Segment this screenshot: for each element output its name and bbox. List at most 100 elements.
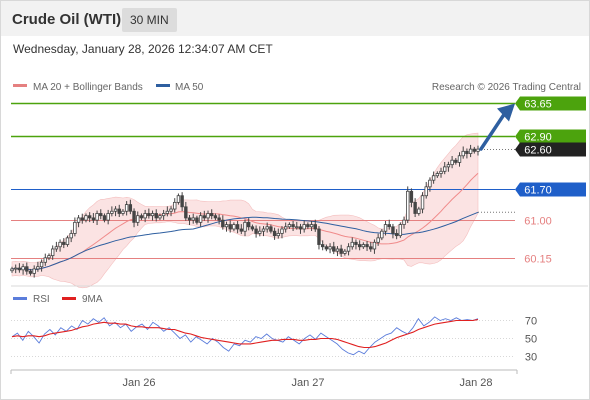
target-arrow-icon bbox=[479, 103, 515, 151]
last-price-tag: 62.60 bbox=[524, 145, 552, 157]
price-tags: 63.65 62.90 61.70 61.00 60.15 62.60 bbox=[515, 96, 586, 266]
candle-bull bbox=[173, 201, 177, 210]
candle-bear bbox=[357, 244, 362, 248]
candle-bull bbox=[295, 226, 299, 229]
ma20-line bbox=[11, 172, 479, 271]
level-tag-bg-61.70 bbox=[515, 182, 586, 197]
candle-bull bbox=[65, 237, 70, 245]
rsi-tick-30: 30 bbox=[525, 352, 537, 364]
candle-bear bbox=[413, 201, 417, 214]
candle-bull bbox=[450, 159, 454, 166]
candle-bull bbox=[243, 221, 247, 232]
candle-bull bbox=[276, 233, 280, 237]
candle-bull bbox=[376, 237, 380, 243]
candle-bear bbox=[391, 226, 395, 234]
rsi-panel: 70 50 30 bbox=[11, 316, 537, 364]
candle-bear bbox=[184, 206, 188, 219]
candle-bull bbox=[73, 221, 77, 234]
candle-bear bbox=[91, 217, 96, 221]
legend-9ma-swatch bbox=[62, 297, 76, 300]
candle-bull bbox=[335, 248, 340, 252]
candle-bull bbox=[261, 228, 266, 232]
candle-bull bbox=[165, 210, 170, 214]
candle-bear bbox=[320, 244, 325, 248]
candle-bull bbox=[106, 213, 110, 221]
candle-bull bbox=[350, 241, 354, 248]
candle-bear bbox=[132, 210, 136, 223]
candle-bull bbox=[346, 246, 351, 252]
rsi-tick-70: 70 bbox=[525, 316, 537, 328]
candle-bear bbox=[317, 228, 321, 245]
legend-ma20-label: MA 20 + Bollinger Bands bbox=[33, 82, 143, 93]
candle-bear bbox=[80, 217, 84, 221]
candle-bear bbox=[254, 228, 258, 234]
instrument-title: Crude Oil (WTI) bbox=[12, 11, 122, 28]
arrow-head bbox=[497, 103, 515, 122]
rsi-line bbox=[11, 316, 479, 356]
candle-bear bbox=[213, 215, 218, 219]
candle-bull bbox=[265, 226, 269, 230]
candle-bear bbox=[17, 267, 22, 271]
candle-bull bbox=[143, 213, 147, 219]
x-tick-label: Jan 27 bbox=[291, 377, 324, 389]
timeframe-badge[interactable]: 30 MIN bbox=[122, 8, 177, 32]
level-tag-63.65: 63.65 bbox=[524, 99, 552, 111]
candle-bull bbox=[431, 175, 436, 181]
candle-bull bbox=[424, 186, 428, 197]
level-tag-bg-63.65 bbox=[515, 96, 586, 111]
candle-bear bbox=[332, 246, 336, 252]
level-tag-bg-62.90 bbox=[515, 129, 586, 144]
copyright-text: Research © 2026 Trading Central bbox=[432, 82, 581, 93]
candle-bear bbox=[365, 244, 369, 248]
candle-bear bbox=[269, 226, 273, 232]
candle-bear bbox=[139, 215, 144, 219]
candle-bull bbox=[420, 195, 425, 210]
candle-bear bbox=[246, 221, 251, 228]
candle-bear bbox=[387, 224, 391, 228]
candle-bull bbox=[58, 241, 62, 248]
candle-bull bbox=[110, 210, 114, 214]
candle-bull bbox=[161, 213, 166, 217]
candle-bear bbox=[250, 226, 255, 230]
candle-bull bbox=[380, 230, 384, 239]
candle-bull bbox=[343, 250, 347, 254]
candle-bear bbox=[369, 246, 373, 250]
candle-bear bbox=[217, 217, 221, 221]
candle-bull bbox=[43, 257, 47, 263]
header: Crude Oil (WTI) 30 MIN bbox=[1, 1, 589, 36]
candle-bear bbox=[472, 148, 477, 152]
candle-bull bbox=[84, 215, 88, 221]
candle-bear bbox=[128, 204, 133, 212]
x-tick-label: Jan 26 bbox=[122, 377, 155, 389]
candle-bear bbox=[25, 266, 29, 272]
candle-bull bbox=[283, 226, 288, 230]
candle-bear bbox=[202, 215, 207, 219]
candle-bull bbox=[95, 213, 99, 221]
level-label-60.15: 60.15 bbox=[524, 254, 552, 266]
candle-bull bbox=[50, 248, 55, 257]
candle-bull bbox=[206, 213, 210, 219]
candle-bear bbox=[228, 224, 232, 230]
candle-bull bbox=[302, 224, 306, 230]
candle-bull bbox=[476, 148, 480, 152]
candle-bull bbox=[150, 213, 155, 217]
candle-bull bbox=[406, 190, 410, 221]
candle-bear bbox=[62, 241, 66, 245]
candle-bull bbox=[468, 148, 473, 154]
candle-bear bbox=[409, 190, 414, 203]
bollinger-band-area bbox=[11, 132, 479, 289]
legend-rsi-label: RSI bbox=[33, 294, 50, 305]
legend-ma50-swatch bbox=[156, 84, 170, 87]
candles bbox=[10, 144, 480, 278]
candle-bull bbox=[124, 204, 129, 212]
last-price-tag-bg bbox=[515, 142, 586, 157]
candle-bear bbox=[99, 213, 103, 217]
candle-bull bbox=[232, 224, 236, 230]
candle-bear bbox=[180, 195, 184, 208]
candle-bull bbox=[176, 195, 181, 203]
candle-bear bbox=[454, 159, 458, 163]
candle-bull bbox=[224, 224, 229, 228]
candle-bull bbox=[21, 266, 25, 271]
candle-bull bbox=[136, 215, 140, 223]
